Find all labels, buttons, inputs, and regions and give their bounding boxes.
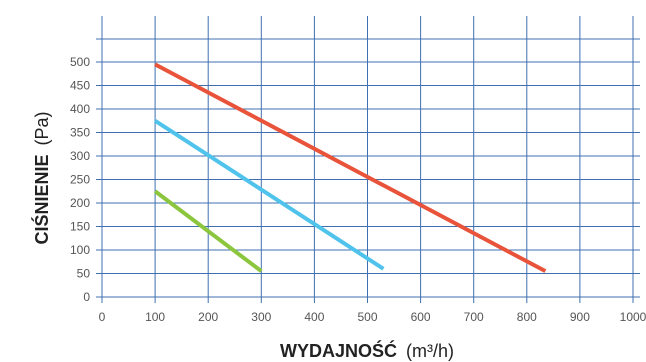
- x-axis-title-main: WYDAJNOŚĆ: [280, 340, 397, 361]
- x-tick-label: 500: [357, 310, 377, 324]
- grid: [96, 16, 640, 303]
- y-tick-label: 350: [70, 126, 90, 140]
- y-tick-label: 0: [83, 290, 90, 304]
- series-line-1: [154, 62, 547, 273]
- x-axis-title: WYDAJNOŚĆ (m³/h): [280, 340, 454, 361]
- series-line-2: [154, 119, 385, 271]
- y-tick-label: 150: [70, 220, 90, 234]
- x-tick-label: 900: [570, 310, 590, 324]
- x-tick-label: 0: [99, 310, 106, 324]
- y-tick-label: 50: [77, 267, 91, 281]
- x-tick-label: 700: [464, 310, 484, 324]
- y-tick-label: 450: [70, 79, 90, 93]
- y-tick-label: 500: [70, 55, 90, 69]
- y-axis-title-main: CIŚNIENIE: [31, 155, 52, 245]
- y-axis-title: CIŚNIENIE (Pa): [31, 111, 52, 244]
- x-tick-label: 600: [411, 310, 431, 324]
- y-axis-title-unit: (Pa): [32, 111, 52, 145]
- series-line-3: [153, 189, 263, 273]
- x-axis-title-unit: (m³/h): [406, 341, 454, 361]
- x-tick-label: 100: [145, 310, 165, 324]
- y-tick-label: 250: [70, 173, 90, 187]
- series-layer: [153, 62, 547, 273]
- y-tick-label: 400: [70, 102, 90, 116]
- y-tick-label: 200: [70, 196, 90, 210]
- x-tick-label: 800: [517, 310, 537, 324]
- x-tick-label: 1000: [620, 310, 646, 324]
- y-tick-label: 300: [70, 149, 90, 163]
- x-tick-label: 300: [251, 310, 271, 324]
- x-tick-label: 200: [198, 310, 218, 324]
- x-tick-label: 400: [304, 310, 324, 324]
- tick-labels: 0 50 100 150 200 250 300 350 400 450 500 0 100 200 300…: [70, 55, 646, 324]
- y-tick-label: 100: [70, 243, 90, 257]
